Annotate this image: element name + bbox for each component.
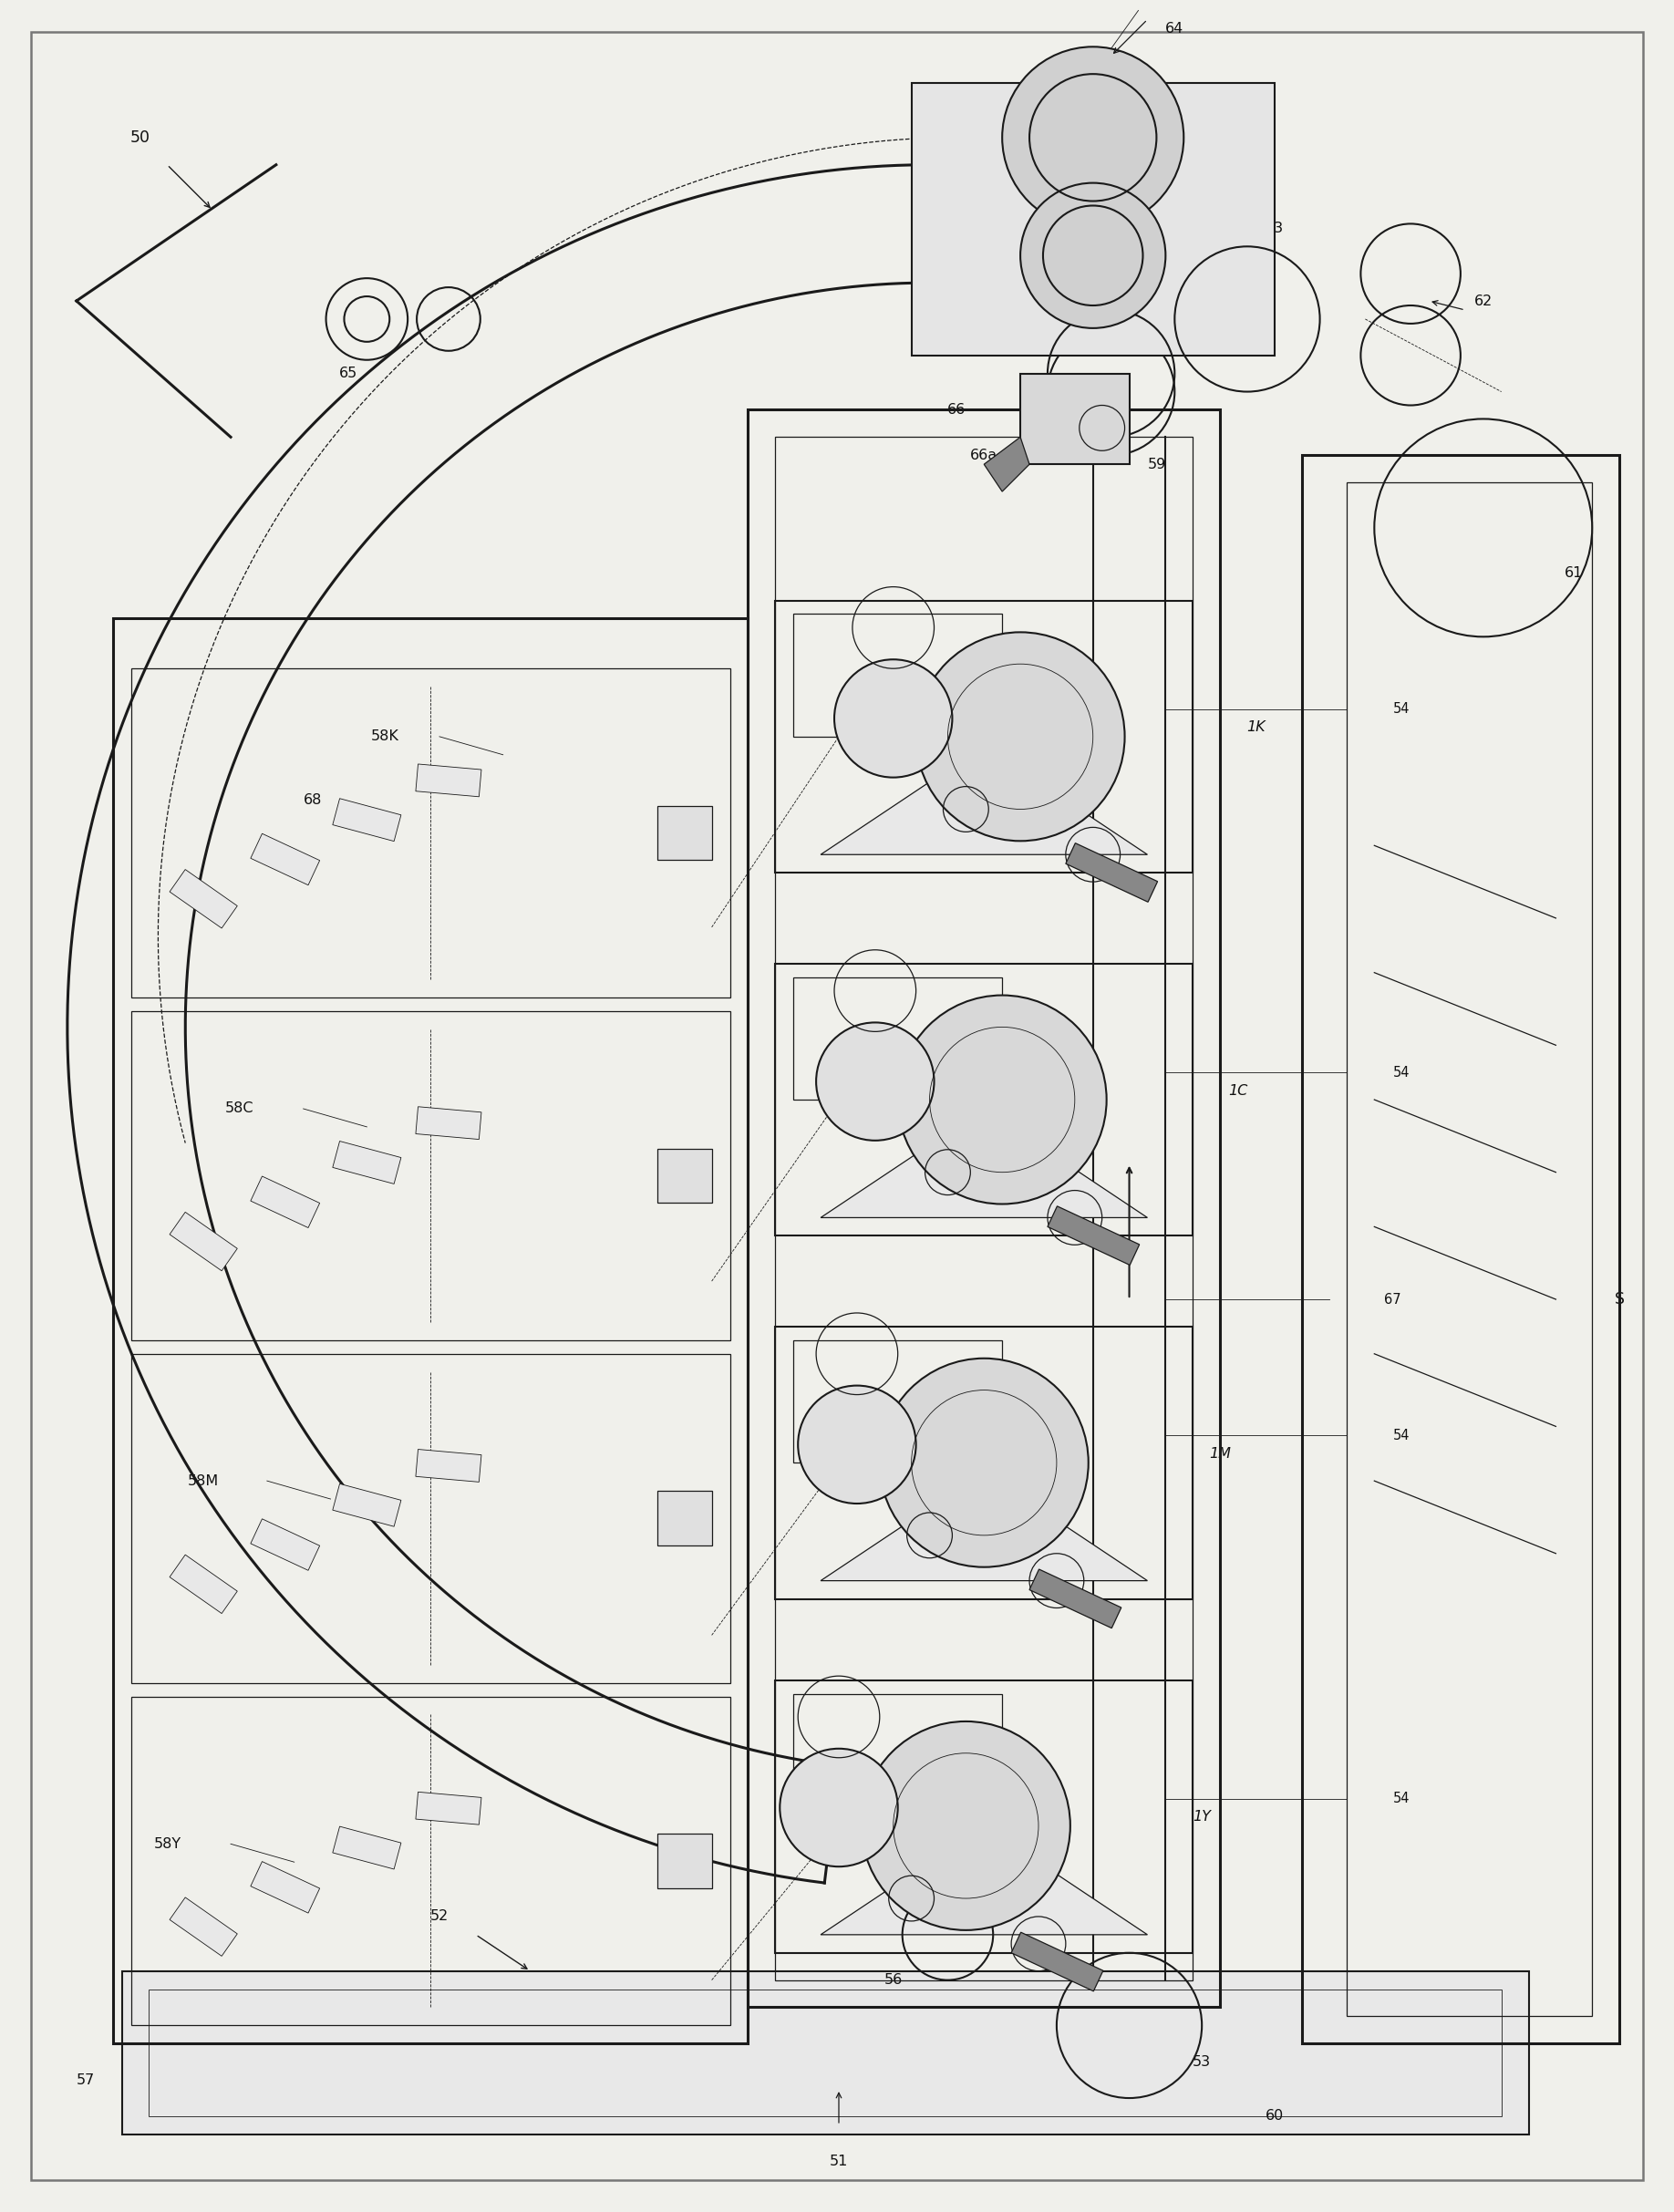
Bar	[333, 1827, 402, 1869]
Bar	[251, 1520, 320, 1571]
Bar	[251, 1863, 320, 1913]
Bar	[658, 1834, 711, 1889]
Text: 54: 54	[1393, 1429, 1410, 1442]
Bar	[793, 1340, 1003, 1462]
Bar	[748, 409, 1220, 2006]
Circle shape	[916, 633, 1125, 841]
Text: 52: 52	[430, 1909, 449, 1924]
Bar	[775, 1327, 1194, 1599]
Bar	[911, 84, 1274, 356]
Bar	[775, 964, 1194, 1237]
Bar	[658, 1491, 711, 1546]
Text: 57: 57	[77, 2073, 95, 2086]
Bar	[169, 1555, 238, 1613]
Polygon shape	[984, 438, 1030, 491]
Text: 54: 54	[1393, 1066, 1410, 1079]
Bar	[131, 1354, 730, 1683]
Bar	[1302, 456, 1619, 2044]
Text: 1M: 1M	[1209, 1447, 1230, 1460]
Text: 58M: 58M	[187, 1473, 219, 1489]
Bar	[415, 1449, 482, 1482]
Bar	[112, 619, 748, 2044]
Bar	[1011, 1933, 1103, 1991]
Bar	[658, 1148, 711, 1203]
Text: S: S	[1614, 1292, 1624, 1307]
Text: 50: 50	[131, 128, 151, 146]
Text: 68: 68	[303, 794, 321, 807]
Text: 58C: 58C	[226, 1102, 254, 1115]
Bar	[169, 1898, 238, 1955]
Text: 66a: 66a	[971, 449, 998, 462]
Bar	[333, 799, 402, 841]
Polygon shape	[820, 1471, 1147, 1582]
Circle shape	[897, 995, 1107, 1203]
Circle shape	[1021, 184, 1165, 327]
Bar	[1030, 1568, 1122, 1628]
Bar	[1021, 374, 1130, 465]
Text: 55: 55	[1038, 312, 1056, 325]
Bar	[775, 438, 1194, 1980]
Text: 66: 66	[947, 403, 966, 416]
Circle shape	[862, 1721, 1070, 1931]
Bar	[251, 834, 320, 885]
Text: 54: 54	[1393, 703, 1410, 717]
Text: 62: 62	[1475, 294, 1493, 307]
Text: 51: 51	[830, 2154, 849, 2168]
Bar	[415, 1792, 482, 1825]
Text: 1C: 1C	[1229, 1084, 1247, 1097]
Circle shape	[1003, 46, 1184, 228]
Text: 60: 60	[1266, 2110, 1284, 2124]
Bar	[415, 763, 482, 796]
Bar	[131, 668, 730, 998]
Circle shape	[834, 659, 953, 776]
Bar	[415, 1106, 482, 1139]
Text: 58Y: 58Y	[154, 1838, 181, 1851]
Bar	[333, 1484, 402, 1526]
Polygon shape	[820, 745, 1147, 854]
Polygon shape	[820, 1825, 1147, 1935]
Bar	[658, 805, 711, 860]
Bar	[775, 599, 1194, 874]
Text: 59: 59	[1147, 458, 1165, 471]
Bar	[793, 615, 1003, 737]
Bar	[251, 1177, 320, 1228]
Circle shape	[798, 1385, 916, 1504]
Circle shape	[780, 1750, 897, 1867]
Bar	[149, 1989, 1502, 2117]
Bar	[333, 1141, 402, 1183]
Bar	[775, 1681, 1194, 1953]
Bar	[793, 1694, 1003, 1816]
Text: 64: 64	[1165, 22, 1184, 35]
Bar	[1066, 843, 1157, 902]
Text: 58K: 58K	[372, 730, 398, 743]
Text: 63: 63	[1266, 221, 1284, 234]
Text: 53: 53	[1192, 2055, 1210, 2068]
Text: 54: 54	[1393, 1792, 1410, 1805]
Polygon shape	[820, 1108, 1147, 1217]
Text: 67: 67	[1384, 1292, 1401, 1305]
Text: 61: 61	[1565, 566, 1584, 580]
Bar	[169, 869, 238, 929]
Text: 1Y: 1Y	[1194, 1809, 1210, 1823]
Circle shape	[879, 1358, 1088, 1566]
Text: 56: 56	[884, 1973, 902, 1986]
Bar	[131, 1011, 730, 1340]
Text: 1K: 1K	[1247, 721, 1266, 734]
Bar	[1348, 482, 1592, 2017]
Text: 65: 65	[340, 367, 358, 380]
Bar	[131, 1697, 730, 2026]
Bar	[169, 1212, 238, 1272]
Bar	[122, 1971, 1528, 2135]
Bar	[793, 978, 1003, 1099]
Circle shape	[817, 1022, 934, 1141]
Bar	[1048, 1206, 1140, 1265]
